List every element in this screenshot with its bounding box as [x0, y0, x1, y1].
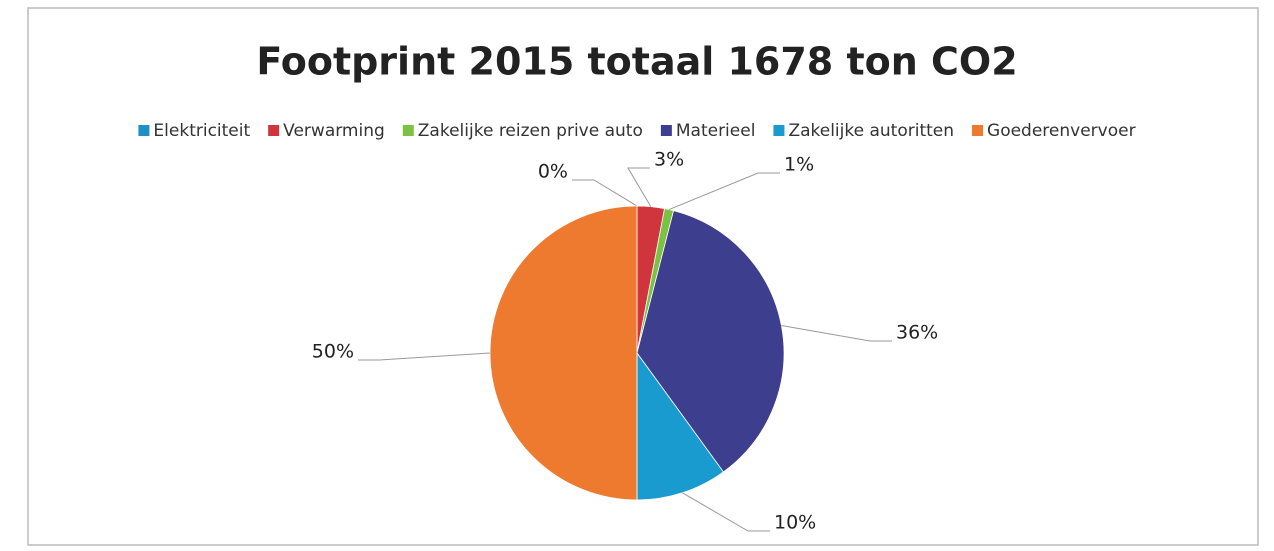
leader-line: [627, 167, 652, 207]
leader-line: [358, 352, 491, 361]
pie-slice: [636, 210, 785, 473]
data-label: 0%: [538, 161, 568, 183]
chart-title: Footprint 2015 totaal 1678 ton CO2: [256, 40, 1017, 84]
legend-label: Materieel: [676, 121, 756, 141]
data-label: 36%: [896, 322, 938, 344]
legend-label: Zakelijke reizen prive auto: [418, 121, 643, 141]
data-label: 3%: [654, 149, 684, 171]
pie-slice: [636, 351, 724, 501]
legend-swatch: [972, 125, 984, 136]
leader-line: [682, 492, 770, 532]
legend: Elektriciteit Verwarming Zakelijke reizen …: [138, 121, 1136, 141]
legend-swatch: [402, 125, 414, 136]
leader-line: [572, 179, 638, 207]
legend-swatch: [138, 125, 150, 136]
legend-label: Goederenvervoer: [987, 121, 1136, 141]
leader-line: [668, 172, 780, 211]
legend-swatch: [268, 125, 280, 136]
data-label: 50%: [312, 341, 354, 363]
data-label: 10%: [774, 512, 816, 534]
legend-swatch: [773, 125, 785, 136]
leader-line: [781, 324, 892, 342]
legend-label: Zakelijke autoritten: [788, 121, 954, 141]
legend-swatch: [660, 125, 672, 136]
legend-label: Elektriciteit: [153, 121, 250, 141]
legend-label: Verwarming: [283, 121, 385, 141]
data-label: 1%: [784, 154, 814, 176]
